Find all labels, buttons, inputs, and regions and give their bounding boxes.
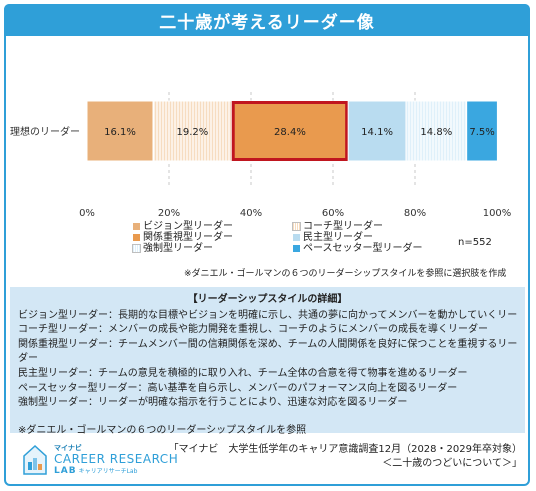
bar-data-label: 14.8% <box>420 127 452 138</box>
x-tick-label: 80% <box>404 208 426 219</box>
career-research-lab-logo: マイナビ CAREER RESEARCH LAB キャリアリサーチLab <box>20 442 200 480</box>
detail-line: 強制型リーダー：リーダーが明確な指示を行うことにより、迅速な対応を図るリーダー <box>18 397 408 409</box>
legend-item: コーチ型リーダー <box>292 221 383 232</box>
legend-label: ビジョン型リーダー <box>143 221 233 232</box>
legend-swatch <box>293 245 300 252</box>
bar-data-label: 14.1% <box>361 127 393 138</box>
legend-swatch <box>133 223 140 230</box>
highlight-border <box>231 101 349 161</box>
details-heading: 【リーダーシップスタイルの詳細】 <box>187 294 348 305</box>
bar-segment <box>466 100 498 162</box>
chart-note: ※ダニエル・ゴールマンの６つのリーダーシップスタイルを参照に選択肢を作成 <box>184 269 507 279</box>
bar-data-label: 19.2% <box>176 127 208 138</box>
legend-label: 関係重視型リーダー <box>143 232 233 243</box>
legend-item: ペースセッター型リーダー <box>293 243 423 254</box>
bar-segment <box>347 100 407 162</box>
legend-swatch <box>292 222 301 231</box>
bar-data-label: 7.5% <box>469 127 494 138</box>
legend-label: ペースセッター型リーダー <box>303 243 423 254</box>
logo-main-text: CAREER RESEARCH <box>54 452 179 466</box>
x-tick-label: 100% <box>483 208 512 219</box>
sample-size: n=552 <box>458 237 492 248</box>
detail-line: 関係重視型リーダー：チームメンバー間の信頼関係を深め、チームの人間関係を良好に保… <box>18 338 517 350</box>
details-note: ※ダニエル・ゴールマンの６つのリーダーシップスタイルを参照 <box>18 424 307 436</box>
source-line-1: 「マイナビ 大学生低学年のキャリア意識調査12月（2028・2029年卒対象） <box>168 444 522 455</box>
legend-swatch <box>293 234 300 241</box>
source-line-2: ＜二十歳のつどいについて＞」 <box>382 458 522 469</box>
detail-line: 民主型リーダー：チームの意見を積極的に取り入れ、チーム全体の合意を得て物事を進め… <box>18 367 468 379</box>
logo-lab-word: LAB <box>54 466 77 476</box>
x-tick-label: 60% <box>322 208 344 219</box>
bar-data-label: 16.1% <box>104 127 136 138</box>
leadership-details-box: 【リーダーシップスタイルの詳細】 ビジョン型リーダー：長期的な目標やビジョンを明… <box>10 287 525 436</box>
legend-item: ビジョン型リーダー <box>133 221 233 232</box>
bar-data-label: 28.4% <box>274 127 306 138</box>
x-tick-label: 40% <box>240 208 262 219</box>
logo-lab-sub: キャリアリサーチLab <box>78 468 138 475</box>
y-category-label: 理想のリーダー <box>10 125 80 138</box>
legend-label: 民主型リーダー <box>303 232 373 243</box>
detail-line: ビジョン型リーダー：長期的な目標やビジョンを明確に示し、共通の夢に向かってメンバ… <box>18 309 517 321</box>
detail-line: ペースセッター型リーダー：高い基準を自ら示し、メンバーのパフォーマンス向上を図る… <box>18 382 458 394</box>
legend-swatch <box>132 244 141 253</box>
title-bar: 二十歳が考えるリーダー像 <box>4 4 530 36</box>
legend-item: 民主型リーダー <box>293 232 373 243</box>
x-tick-label: 20% <box>158 208 180 219</box>
chart-title: 二十歳が考えるリーダー像 <box>159 12 375 33</box>
legend-swatch <box>133 234 140 241</box>
x-tick-label: 0% <box>79 208 95 219</box>
bar-segment-hatch <box>405 101 467 161</box>
source-citation: 「マイナビ 大学生低学年のキャリア意識調査12月（2028・2029年卒対象） … <box>169 443 522 471</box>
lab-logo-icon <box>23 444 47 475</box>
legend-label: コーチ型リーダー <box>303 221 383 232</box>
logo-brand: マイナビ <box>54 444 82 452</box>
legend-item: 強制型リーダー <box>132 243 213 254</box>
bar-segment-hatch <box>153 101 232 161</box>
logo-lab-text: LAB キャリアリサーチLab <box>54 466 137 476</box>
bar-segment <box>86 100 154 162</box>
detail-line: コーチ型リーダー：メンバーの成長や能力開発を重視し、コーチのようにメンバーの成長… <box>18 324 488 336</box>
legend-item: 関係重視型リーダー <box>133 232 233 243</box>
detail-line: ダー <box>18 353 38 365</box>
legend-label: 強制型リーダー <box>143 243 213 254</box>
